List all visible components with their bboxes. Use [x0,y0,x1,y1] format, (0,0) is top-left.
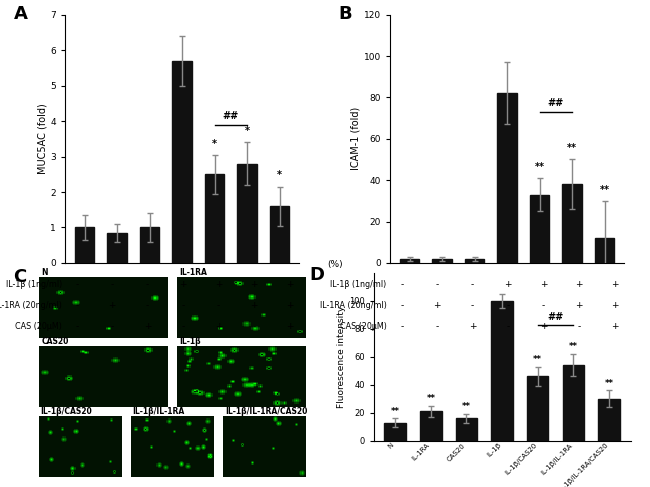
Bar [563,365,584,441]
Bar [384,423,406,441]
Text: +: + [286,322,293,331]
Text: +: + [286,301,293,310]
Text: B: B [339,5,352,23]
Text: +: + [575,281,583,289]
Text: +: + [215,281,222,289]
Text: **: ** [426,394,436,403]
Text: D: D [309,266,324,284]
Text: -: - [506,322,510,331]
Text: +: + [250,281,258,289]
Text: CAS20: CAS20 [42,337,69,346]
Text: +: + [144,322,151,331]
Text: (%): (%) [328,261,343,269]
Text: -: - [577,322,581,331]
Y-axis label: ICAM-1 (fold): ICAM-1 (fold) [351,107,361,170]
Text: -: - [111,281,114,289]
Bar [420,412,441,441]
Text: +: + [109,301,116,310]
Bar [527,376,549,441]
Text: ##: ## [222,111,239,121]
Text: ##: ## [547,98,564,108]
Text: *: * [277,170,282,181]
Text: -: - [506,301,510,310]
Text: CAS (20μM): CAS (20μM) [340,322,387,331]
Bar [595,238,614,263]
Text: -: - [217,301,220,310]
Text: +: + [504,281,512,289]
Text: -: - [111,322,114,331]
Bar [400,259,419,263]
Text: -: - [75,322,79,331]
Y-axis label: Fluorescence intensity: Fluorescence intensity [337,306,346,408]
Bar [491,301,513,441]
Bar [562,184,582,263]
Bar [107,233,127,263]
Text: -: - [436,281,439,289]
Text: IL-1β (1ng/ml): IL-1β (1ng/ml) [5,281,62,289]
Text: -: - [400,322,403,331]
Text: +: + [434,301,441,310]
Text: **: ** [533,355,542,364]
Text: C: C [13,268,26,286]
Text: CAS (20μM): CAS (20μM) [15,322,62,331]
Text: +: + [469,322,476,331]
Text: -: - [400,301,403,310]
Text: **: ** [462,402,471,412]
Text: ##: ## [547,312,564,322]
Bar [172,61,192,263]
Bar [205,174,224,263]
Text: -: - [542,301,545,310]
Text: -: - [181,322,185,331]
Text: -: - [75,301,79,310]
Bar [270,206,289,263]
Text: +: + [540,322,547,331]
Text: -: - [181,301,185,310]
Text: +: + [611,281,618,289]
Bar [75,227,94,263]
Text: **: ** [391,407,400,415]
Text: -: - [436,322,439,331]
Bar [497,93,517,263]
Text: *: * [244,126,250,136]
Text: **: ** [569,342,578,351]
Text: IL-1RA (20ng/ml): IL-1RA (20ng/ml) [0,301,62,310]
Text: +: + [611,301,618,310]
Bar [432,259,452,263]
Text: IL-1β/IL-1RA: IL-1β/IL-1RA [133,407,185,416]
Text: -: - [75,281,79,289]
Text: IL-1β/IL-1RA/CAS20: IL-1β/IL-1RA/CAS20 [225,407,307,416]
Text: A: A [14,5,27,23]
Text: -: - [400,281,403,289]
Bar [465,259,484,263]
Text: +: + [611,322,618,331]
Text: IL-1RA: IL-1RA [179,268,207,277]
Text: *: * [212,139,217,149]
Y-axis label: MUC5AC (fold): MUC5AC (fold) [38,103,47,174]
Bar [140,227,159,263]
Bar [530,195,549,263]
Text: +: + [540,281,547,289]
Bar [237,164,257,263]
Text: **: ** [534,162,545,172]
Text: +: + [179,281,187,289]
Text: IL-1β/CAS20: IL-1β/CAS20 [41,407,92,416]
Text: IL-1β (1ng/ml): IL-1β (1ng/ml) [330,281,387,289]
Bar [599,399,620,441]
Text: +: + [575,301,583,310]
Text: -: - [146,281,150,289]
Text: -: - [252,322,255,331]
Bar [456,418,477,441]
Text: IL-1β: IL-1β [179,337,202,346]
Text: **: ** [567,143,577,153]
Text: +: + [286,281,293,289]
Text: +: + [215,322,222,331]
Text: +: + [250,301,258,310]
Text: IL-1RA (20ng/ml): IL-1RA (20ng/ml) [320,301,387,310]
Text: **: ** [604,378,614,388]
Text: -: - [146,301,150,310]
Text: N: N [42,268,48,277]
Text: **: ** [599,185,610,195]
Text: -: - [471,281,474,289]
Text: -: - [471,301,474,310]
